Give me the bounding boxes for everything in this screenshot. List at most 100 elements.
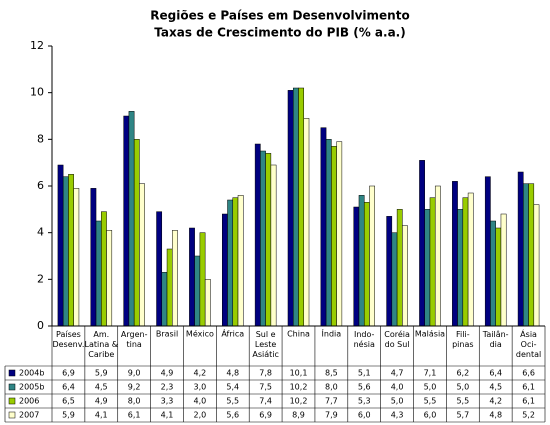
x-tick-label: Fili-pinas [452,330,473,349]
value-label: 6,1 [128,411,141,420]
value-label: 5,2 [522,411,535,420]
x-tick-label: Coréia do Sul [384,329,410,349]
bar [353,206,360,327]
bar [287,90,294,327]
value-label: 7,7 [325,397,338,406]
value-label: 6,6 [522,369,535,378]
value-label: 4,9 [95,397,108,406]
bar [128,111,135,327]
value-label: 8,0 [128,397,141,406]
value-label: 6,9 [62,369,75,378]
bar [232,197,239,327]
value-label: 6,2 [456,369,469,378]
legend-swatch [8,383,16,391]
bar [396,209,403,327]
value-label: 5,4 [226,383,239,392]
value-label: 4,0 [391,383,404,392]
bar [73,188,80,327]
bar [363,202,370,327]
x-tick-label: Argen-tina [121,330,148,349]
bar [166,248,173,327]
legend-swatch [8,369,16,377]
y-tick-label: 10 [30,86,44,99]
value-label: 8,0 [325,383,338,392]
legend-label: 2006 [19,397,39,406]
value-label: 7,4 [259,397,272,406]
bar [517,171,524,327]
bar [204,279,211,327]
value-label: 4,3 [391,411,404,420]
bar [424,209,431,327]
x-tick-label: Países Desenv. [52,330,84,349]
x-tick-label: Brasil [156,330,178,339]
bar [303,118,310,327]
bar [194,255,201,327]
value-label: 5,7 [456,411,469,420]
bar [419,160,425,327]
value-label: 6,1 [522,383,535,392]
bar [106,230,113,327]
x-tick-label: Ásia Oci-dental [516,328,541,359]
bar [523,183,529,327]
bar [156,211,163,327]
bar [429,197,436,327]
x-tick-label: Indo-nésia [354,330,375,349]
x-tick-label: Malásia [415,330,445,339]
bar [292,87,299,327]
bar [490,220,496,327]
bar [265,153,272,327]
value-label: 4,8 [226,369,239,378]
value-label: 8,5 [325,369,338,378]
y-tick-label: 8 [37,132,44,145]
value-label: 6,4 [489,369,502,378]
bar [139,183,145,327]
value-label: 5,5 [424,397,437,406]
bar [62,176,69,327]
x-tick-label: África [221,328,244,339]
bar [386,216,393,327]
value-label: 5,1 [358,369,371,378]
value-label: 5,5 [226,397,239,406]
y-tick-label: 2 [37,272,44,285]
value-label: 4,9 [161,369,174,378]
value-label: 7,8 [259,369,272,378]
x-tick-label: China [287,330,310,339]
bar [336,141,343,327]
bar [90,188,97,327]
value-label: 5,9 [62,411,75,420]
y-tick-label: 4 [37,226,44,239]
legend-label: 2007 [19,411,39,420]
bar [260,150,266,327]
value-label: 5,0 [391,397,404,406]
value-label: 5,3 [358,397,371,406]
bar [95,220,102,327]
value-label: 3,0 [194,383,207,392]
value-label: 6,9 [259,411,272,420]
chart-subtitle: Taxas de Crescimento do PIB (% a.a.) [154,26,405,40]
bar [161,272,168,327]
bar [68,174,74,327]
x-tick-label: Tailân-dia [482,330,509,349]
value-label: 5,6 [226,411,239,420]
bar [320,127,327,327]
bar [457,209,464,327]
value-label: 5,0 [456,383,469,392]
value-label: 4,7 [391,369,404,378]
bar [325,139,332,327]
value-label: 4,5 [489,383,502,392]
value-label: 5,6 [358,383,371,392]
bar [101,211,107,327]
bar [452,181,458,327]
value-label: 10,2 [290,383,308,392]
value-label: 2,0 [194,411,207,420]
bar [227,199,234,327]
legend-swatch [8,397,16,405]
value-label: 3,3 [161,397,174,406]
bar [254,143,261,327]
value-label: 6,5 [62,397,75,406]
value-label: 4,8 [489,411,502,420]
value-label: 6,0 [358,411,371,420]
value-label: 4,2 [194,369,207,378]
bar [298,87,305,327]
legend-label: 2004b [19,369,44,378]
